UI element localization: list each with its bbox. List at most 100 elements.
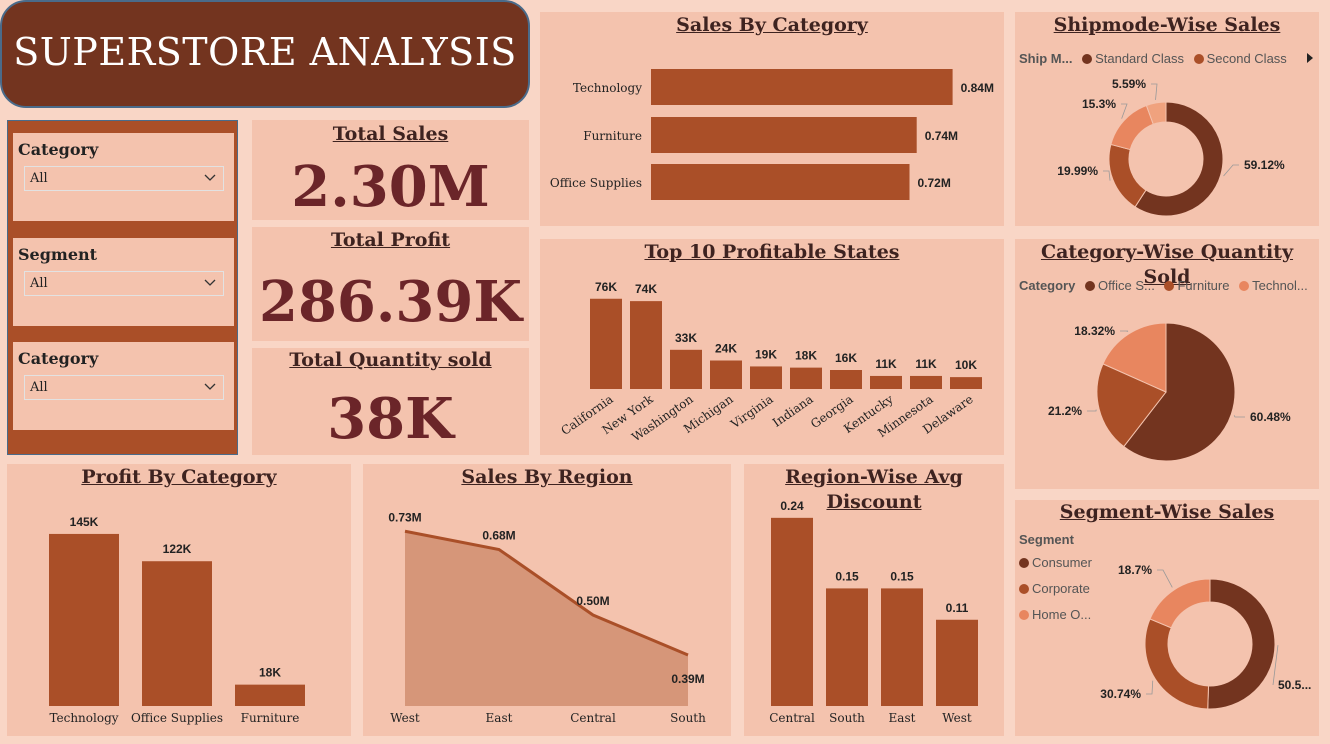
legend-item[interactable]: Second Class [1193,51,1287,66]
kpi-value: 2.30M [291,154,490,220]
chart-title: Category-Wise Quantity Sold [1040,241,1294,288]
sales-by-region-chart: 0.73M West 0.68M East 0.50M Central 0.39M South [388,510,706,725]
data-label: 0.15 [835,569,859,583]
slice [1108,143,1147,208]
dropdown-value: All [30,276,48,291]
legend-label: Standard Class [1095,51,1184,66]
legend-dot [1239,281,1250,291]
category-dropdown-2[interactable]: All [24,375,224,400]
data-label: 0.11 [946,601,969,615]
bar [49,533,119,706]
legend-label: Home O... [1032,607,1092,622]
chevron-down-icon [204,279,216,286]
category-label: Central [570,711,616,725]
data-label: 30.74% [1100,687,1141,701]
slice [1102,322,1167,393]
data-label: 15.3% [1082,97,1116,111]
leader-line [1121,103,1128,119]
slice [1110,104,1154,151]
leader-line [1120,330,1129,332]
shipmode-sales-card: Shipmode-Wise Sales Ship M... Standard C… [1015,12,1319,226]
chart-title: Segment-Wise Sales [1059,501,1275,523]
slice [1207,578,1276,710]
legend-title: Category [1019,278,1076,293]
chevron-down-icon [204,174,216,181]
legend-dot [1019,610,1029,620]
leader-line [1103,170,1111,181]
category-label: West [390,711,420,725]
chart-title-line2: Discount [826,491,922,513]
legend-label: Furniture [1177,278,1230,293]
legend-item[interactable]: Consumer [1019,555,1092,570]
data-label: 5.59% [1112,77,1146,91]
kpi-total-sales: Total Sales 2.30M [252,120,529,220]
category-label: Furniture [583,129,642,143]
slice [1145,101,1167,125]
kpi-total-profit: Total Profit 286.39K [252,227,529,341]
data-label: 18K [795,349,817,363]
data-label: 145K [70,515,99,529]
top-states-card: Top 10 Profitable States 76K California 74… [540,239,1004,455]
bar [630,301,662,389]
legend-item[interactable]: Furniture [1164,278,1229,293]
leader-line [1223,164,1239,177]
segment-sales-card: Segment-Wise Sales Segment Consumer Corp… [1015,500,1319,736]
legend-next-icon[interactable] [1305,52,1315,64]
category-dropdown[interactable]: All [24,166,224,191]
bar [235,684,305,706]
sales-by-category-chart: Technology 0.84M Furniture 0.74M Office Supp… [550,69,994,200]
data-label: 18.7% [1118,563,1152,577]
data-label: 74K [635,282,657,296]
data-label: 11K [875,357,897,371]
kpi-value: 286.39K [259,269,522,335]
leader-line [1157,569,1173,588]
data-label: 19K [755,347,777,361]
legend-dot [1084,281,1095,291]
legend-label: Second Class [1206,51,1287,66]
legend-item[interactable]: Technol... [1239,278,1308,293]
legend-label: Corporate [1032,581,1090,596]
slicer-label: Segment [18,245,98,264]
leader-line [1087,409,1097,412]
data-label: 0.39M [671,672,704,686]
bar [651,117,917,153]
segment-dropdown[interactable]: All [24,271,224,296]
bar [950,377,982,389]
bar [651,69,953,105]
data-label: 33K [675,331,697,345]
bar [670,349,702,389]
legend-item[interactable]: Home O... [1019,607,1091,622]
legend-title: Ship M... [1019,51,1073,66]
legend-item[interactable]: Standard Class [1082,51,1184,66]
dropdown-value: All [30,380,48,395]
data-label: 0.84M [961,81,994,95]
legend-item[interactable]: Corporate [1019,581,1090,596]
slice [1134,101,1224,217]
category-label: Central [769,711,815,725]
slicer-category: Category All [13,133,234,221]
category-label: South [829,711,865,725]
bar [881,588,923,706]
slicer-label: Category [18,349,99,368]
dashboard-title-banner: SUPERSTORE ANALYSIS [0,0,530,108]
data-label: 18K [259,666,281,680]
data-label: 59.12% [1244,158,1285,172]
data-label: 11K [915,357,937,371]
legend-dot [1164,281,1175,291]
bar [790,367,822,389]
category-label: Furniture [241,711,300,725]
area-fill [405,531,688,706]
shipmode-donut-chart: 59.12% 19.99% 15.3% 5.59% [1057,77,1285,217]
bar [826,588,868,706]
category-label: Office Supplies [550,176,642,190]
legend-dot [1082,54,1093,64]
chart-title: Profit By Category [81,466,277,488]
legend-item[interactable]: Office S... [1084,278,1155,293]
bar [710,360,742,389]
chart-title: Sales By Region [461,466,633,488]
area-line [404,529,689,657]
leader-line [1151,83,1158,100]
bar [142,561,212,706]
category-label: Technology [49,711,118,725]
